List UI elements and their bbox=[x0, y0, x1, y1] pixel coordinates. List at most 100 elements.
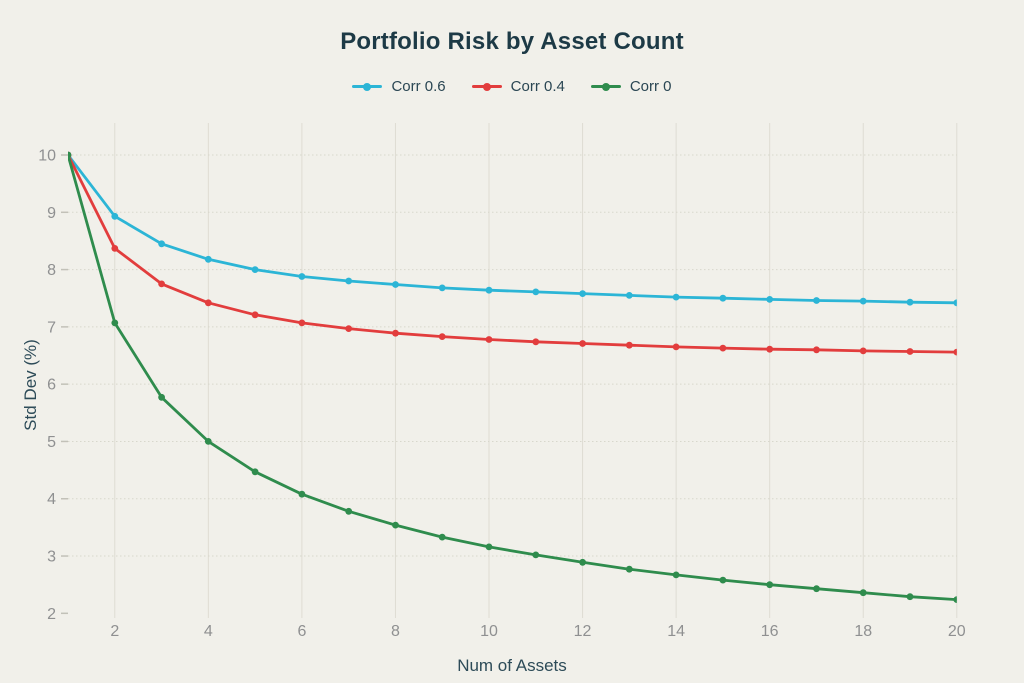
series-point-corr-0-x11 bbox=[532, 551, 540, 559]
x-tick-label-10: 10 bbox=[480, 623, 498, 640]
x-tick-label-12: 12 bbox=[574, 623, 592, 640]
series-point-corr-0.6-x8 bbox=[392, 281, 399, 288]
series-point-corr-0-x3 bbox=[158, 393, 166, 401]
series-point-corr-0.4-x16 bbox=[766, 345, 774, 353]
series-point-corr-0-x15 bbox=[719, 576, 727, 584]
x-tick-label-2: 2 bbox=[110, 623, 119, 640]
series-point-corr-0.6-x16 bbox=[766, 296, 774, 303]
series-point-corr-0.6-x7 bbox=[345, 277, 353, 285]
series-point-corr-0.6-x10 bbox=[485, 286, 493, 294]
series-point-corr-0.4-x12 bbox=[579, 340, 586, 347]
series-point-corr-0.6-x11 bbox=[532, 288, 540, 296]
legend-label: Corr 0 bbox=[629, 78, 672, 95]
y-tick-label-4: 4 bbox=[47, 491, 56, 508]
legend-line-marker-icon bbox=[352, 82, 383, 91]
x-tick-label-8: 8 bbox=[391, 623, 400, 640]
x-tick-label-14: 14 bbox=[667, 623, 685, 640]
legend-item-corr-0-6[interactable]: Corr 0.6 bbox=[352, 78, 446, 95]
x-tick-label-18: 18 bbox=[854, 623, 872, 640]
series-point-corr-0-x6 bbox=[298, 490, 306, 498]
series-point-corr-0-x4 bbox=[204, 438, 212, 445]
series-point-corr-0.6-x5 bbox=[251, 266, 259, 273]
series-point-corr-0.6-x20 bbox=[953, 299, 957, 307]
series-point-corr-0-x20 bbox=[953, 596, 957, 603]
series-point-corr-0.4-x18 bbox=[859, 347, 867, 355]
series-line-corr-0.6 bbox=[68, 154, 957, 305]
series-point-corr-0-x8 bbox=[392, 521, 399, 529]
y-tick-label-8: 8 bbox=[47, 262, 56, 279]
legend-item-corr-0[interactable]: Corr 0 bbox=[590, 78, 672, 95]
series-point-corr-0-x5 bbox=[251, 468, 259, 476]
series-point-corr-0.6-x2 bbox=[111, 212, 119, 220]
series-line-corr-0 bbox=[68, 154, 957, 601]
series-corr-0.6 bbox=[68, 151, 957, 307]
y-tick-label-5: 5 bbox=[47, 434, 56, 451]
legend-dot-icon bbox=[363, 82, 372, 91]
legend-line-marker-icon bbox=[471, 82, 502, 91]
series-point-corr-0.4-x10 bbox=[485, 336, 493, 343]
series-point-corr-0-x13 bbox=[625, 565, 633, 573]
series-point-corr-0.6-x19 bbox=[906, 298, 914, 306]
series-point-corr-0.4-x15 bbox=[719, 344, 727, 352]
y-tick-label-9: 9 bbox=[47, 205, 56, 222]
series-point-corr-0.4-x13 bbox=[625, 341, 633, 349]
x-tick-label-6: 6 bbox=[297, 623, 306, 640]
chart-legend: Corr 0.6 Corr 0.4 Corr 0 bbox=[0, 78, 1024, 95]
series-point-corr-0-x19 bbox=[906, 593, 914, 601]
y-tick-label-7: 7 bbox=[47, 319, 56, 336]
legend-item-corr-0-4[interactable]: Corr 0.4 bbox=[471, 78, 565, 95]
series-line-corr-0.4 bbox=[68, 154, 957, 354]
x-tick-label-4: 4 bbox=[204, 623, 213, 640]
series-point-corr-0.4-x4 bbox=[204, 299, 212, 307]
series-point-corr-0-x14 bbox=[672, 571, 680, 579]
series-point-corr-0.6-x13 bbox=[625, 292, 633, 299]
y-tick-label-6: 6 bbox=[47, 377, 56, 394]
series-point-corr-0.6-x15 bbox=[719, 294, 727, 302]
series-point-corr-0.6-x3 bbox=[158, 240, 166, 248]
series-point-corr-0.6-x18 bbox=[859, 297, 867, 305]
x-axis-title: Num of Assets bbox=[457, 656, 567, 675]
chart-title: Portfolio Risk by Asset Count bbox=[340, 28, 684, 55]
series-point-corr-0.4-x20 bbox=[953, 348, 957, 356]
series-point-corr-0.4-x3 bbox=[158, 280, 166, 288]
series-point-corr-0-x16 bbox=[766, 581, 774, 589]
series-point-corr-0.4-x19 bbox=[906, 348, 914, 355]
series-point-corr-0.6-x4 bbox=[204, 255, 212, 263]
series-point-corr-0-x9 bbox=[438, 533, 446, 541]
series-point-corr-0.4-x11 bbox=[532, 338, 540, 346]
x-tick-label-20: 20 bbox=[948, 623, 966, 640]
x-tick-label-16: 16 bbox=[761, 623, 779, 640]
series-point-corr-0.4-x2 bbox=[111, 245, 119, 252]
series-point-corr-0-x18 bbox=[859, 589, 867, 597]
y-tick-label-10: 10 bbox=[38, 148, 56, 165]
y-tick-label-3: 3 bbox=[47, 549, 56, 566]
series-point-corr-0.4-x7 bbox=[345, 325, 353, 332]
series-point-corr-0-x2 bbox=[111, 319, 119, 327]
series-point-corr-0.4-x6 bbox=[298, 319, 306, 327]
series-point-corr-0.6-x9 bbox=[438, 284, 446, 292]
series-point-corr-0-x1 bbox=[68, 151, 72, 159]
series-point-corr-0.4-x9 bbox=[438, 333, 446, 340]
legend-dot-icon bbox=[601, 82, 610, 91]
series-point-corr-0-x7 bbox=[345, 507, 353, 515]
y-axis-title: Std Dev (%) bbox=[21, 339, 40, 431]
series-point-corr-0-x17 bbox=[813, 585, 820, 593]
legend-dot-icon bbox=[482, 82, 491, 91]
series-point-corr-0.6-x12 bbox=[579, 290, 586, 297]
legend-label: Corr 0.4 bbox=[510, 78, 565, 95]
series-point-corr-0-x10 bbox=[485, 543, 493, 551]
series-point-corr-0.6-x6 bbox=[298, 273, 306, 280]
series-point-corr-0.4-x14 bbox=[672, 343, 680, 351]
legend-label: Corr 0.6 bbox=[391, 78, 446, 95]
legend-line-marker-icon bbox=[590, 82, 621, 91]
series-corr-0 bbox=[68, 151, 957, 603]
series-point-corr-0.4-x8 bbox=[392, 329, 399, 337]
series-point-corr-0.6-x14 bbox=[672, 293, 680, 301]
series-point-corr-0.4-x17 bbox=[813, 346, 820, 354]
series-corr-0.4 bbox=[68, 151, 957, 356]
series-point-corr-0.6-x17 bbox=[813, 297, 820, 304]
series-point-corr-0-x12 bbox=[579, 558, 586, 566]
series-point-corr-0.4-x5 bbox=[251, 311, 259, 319]
